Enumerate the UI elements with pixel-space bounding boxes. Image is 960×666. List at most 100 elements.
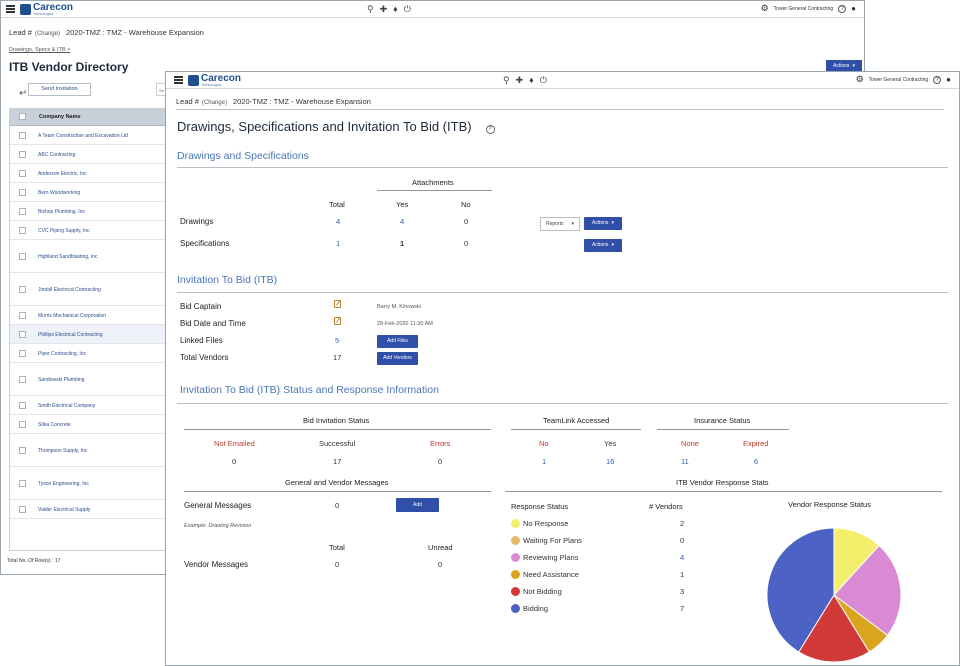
legend-value[interactable]: 2 xyxy=(680,519,685,528)
bell-icon[interactable]: ♦ xyxy=(393,4,398,14)
company-name[interactable]: Tower General Contracting xyxy=(773,5,834,12)
vendor-name[interactable]: Morris Mechanical Corporation xyxy=(38,312,107,319)
send-invitation-button[interactable]: Send Invitation xyxy=(28,83,91,96)
vendor-name[interactable]: Bern Woodworking xyxy=(38,189,81,196)
vendor-name[interactable]: Highland Sandblasting, Inc xyxy=(38,253,98,260)
row-checkbox[interactable] xyxy=(19,506,26,513)
table-row[interactable]: Smith Electrical Company xyxy=(10,396,168,415)
menu-icon[interactable] xyxy=(174,76,183,84)
gear-icon[interactable]: ⚙ xyxy=(760,3,769,13)
reports-button[interactable]: Reports ▾ xyxy=(540,217,580,231)
edit-bid-captain-icon[interactable] xyxy=(334,300,341,308)
row-checkbox[interactable] xyxy=(19,170,26,177)
vendor-name[interactable]: Tyson Engineering, Inc xyxy=(38,480,89,487)
vendor-name[interactable]: Jindall Electrical Contracting xyxy=(38,286,101,293)
vendor-name[interactable]: Bishop Plumbing, Inc xyxy=(38,208,85,215)
table-row[interactable]: Sandowski Plumbing xyxy=(10,363,168,396)
teamlink-yes-value[interactable]: 16 xyxy=(606,457,615,466)
row-checkbox[interactable] xyxy=(19,402,26,409)
row-checkbox[interactable] xyxy=(19,376,26,383)
vendor-name[interactable]: Valder Electrical Supply xyxy=(38,506,91,513)
insurance-expired-value[interactable]: 6 xyxy=(754,457,759,466)
vendor-name[interactable]: A Team Construction and Excavation Ltd xyxy=(38,132,128,139)
row-checkbox[interactable] xyxy=(19,312,26,319)
select-all-checkbox[interactable] xyxy=(19,113,26,120)
row-checkbox[interactable] xyxy=(19,189,26,196)
vendor-name[interactable]: Piper Contracting, Inc xyxy=(38,350,87,357)
sort-icon[interactable]: ↵ xyxy=(19,88,28,99)
specifications-actions-button[interactable]: Actions ▾ xyxy=(584,239,622,252)
vendor-name[interactable]: Anderson Electric, Inc xyxy=(38,170,87,177)
drawings-yes[interactable]: 4 xyxy=(400,217,405,226)
vendor-name[interactable]: Smith Electrical Company xyxy=(38,402,96,409)
table-row[interactable]: ABC Contracting xyxy=(10,145,168,164)
column-company-name[interactable]: Company Name xyxy=(39,114,81,120)
legend-value[interactable]: 7 xyxy=(680,604,685,613)
actions-button[interactable]: Actions ▾ xyxy=(826,60,862,73)
table-row[interactable]: Tyson Engineering, Inc xyxy=(10,467,168,500)
legend-value[interactable]: 3 xyxy=(680,587,685,596)
drawings-actions-button[interactable]: Actions ▾ xyxy=(584,217,622,230)
row-checkbox[interactable] xyxy=(19,480,26,487)
table-row[interactable]: Anderson Electric, Inc xyxy=(10,164,168,183)
help-icon[interactable]: ? xyxy=(485,125,495,134)
plus-icon[interactable]: ✚ xyxy=(379,4,388,14)
change-link[interactable]: (Change) xyxy=(201,100,227,106)
bell-icon[interactable]: ♦ xyxy=(529,75,534,85)
add-files-button[interactable]: Add Files xyxy=(377,335,418,348)
table-row[interactable]: CVC Piping Supply, Inc xyxy=(10,221,168,240)
row-checkbox[interactable] xyxy=(19,208,26,215)
user-icon[interactable]: ● xyxy=(946,74,951,84)
teamlink-no-value[interactable]: 1 xyxy=(542,457,547,466)
errors-value[interactable]: 0 xyxy=(438,457,443,466)
insurance-none-value[interactable]: 11 xyxy=(681,457,689,466)
plus-icon[interactable]: ✚ xyxy=(515,75,524,85)
table-row[interactable]: Piper Contracting, Inc xyxy=(10,344,168,363)
table-row[interactable]: Thompson Supply, Inc xyxy=(10,434,168,467)
row-checkbox[interactable] xyxy=(19,350,26,357)
specifications-total[interactable]: 1 xyxy=(336,239,341,248)
edit-bid-date-icon[interactable] xyxy=(334,317,341,325)
vendor-name[interactable]: CVC Piping Supply, Inc xyxy=(38,227,90,234)
user-icon[interactable]: ● xyxy=(851,3,856,13)
search-icon[interactable]: ⚲ xyxy=(367,4,374,14)
legend-value[interactable]: 1 xyxy=(680,570,685,579)
specifications-yes[interactable]: 1 xyxy=(400,239,405,248)
successful-value[interactable]: 17 xyxy=(333,457,342,466)
gear-icon[interactable]: ⚙ xyxy=(855,74,864,84)
table-row[interactable]: Phillips Electrical Contracting xyxy=(10,325,168,344)
table-row[interactable]: Bishop Plumbing, Inc xyxy=(10,202,168,221)
legend-value[interactable]: 0 xyxy=(680,536,685,545)
row-checkbox[interactable] xyxy=(19,253,26,260)
power-icon[interactable]: ⏻ xyxy=(539,75,547,85)
row-checkbox[interactable] xyxy=(19,227,26,234)
vendor-name[interactable]: Sandowski Plumbing xyxy=(38,376,85,383)
search-icon[interactable]: ⚲ xyxy=(503,75,510,85)
row-checkbox[interactable] xyxy=(19,132,26,139)
vendor-messages-unread[interactable]: 0 xyxy=(438,560,443,569)
add-message-button[interactable]: Add xyxy=(396,498,439,512)
vendor-name[interactable]: Thompson Supply, Inc xyxy=(38,447,88,454)
vendor-name[interactable]: Phillips Electrical Contracting xyxy=(38,331,103,338)
table-row[interactable]: Valder Electrical Supply xyxy=(10,500,168,519)
table-row[interactable]: Highland Sandblasting, Inc xyxy=(10,240,168,273)
vendor-name[interactable]: ABC Contracting xyxy=(38,151,76,158)
row-checkbox[interactable] xyxy=(19,286,26,293)
vendor-name[interactable]: Stika Concrete xyxy=(38,421,71,428)
pie-slice-reviewing-plans[interactable] xyxy=(833,544,902,637)
add-vendors-button[interactable]: Add Vendors xyxy=(377,352,418,365)
pie-slice-not-bidding[interactable] xyxy=(798,594,870,663)
linked-files-value[interactable]: 5 xyxy=(335,336,340,345)
breadcrumb[interactable]: Drawings, Specs & ITB > xyxy=(9,47,71,53)
vendor-messages-total[interactable]: 0 xyxy=(335,560,340,569)
pie-slice-bidding[interactable] xyxy=(766,527,835,653)
table-row[interactable]: A Team Construction and Excavation Ltd xyxy=(10,126,168,145)
legend-value[interactable]: 4 xyxy=(680,553,685,562)
table-row[interactable]: Jindall Electrical Contracting xyxy=(10,273,168,306)
table-row[interactable]: Bern Woodworking xyxy=(10,183,168,202)
general-messages-value[interactable]: 0 xyxy=(335,501,340,510)
row-checkbox[interactable] xyxy=(19,331,26,338)
table-row[interactable]: Stika Concrete xyxy=(10,415,168,434)
power-icon[interactable]: ⏻ xyxy=(403,4,411,14)
row-checkbox[interactable] xyxy=(19,421,26,428)
